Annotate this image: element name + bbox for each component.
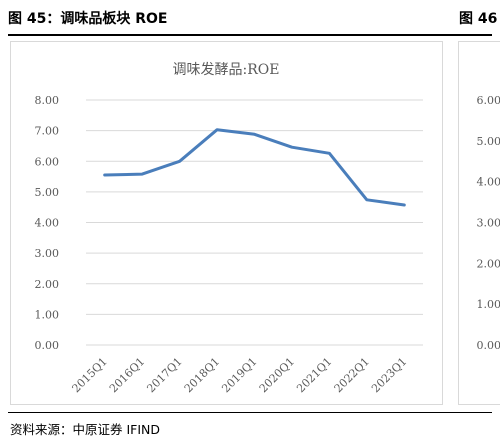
footer-rule bbox=[8, 412, 492, 413]
figure-46-title: 图 46 bbox=[459, 11, 498, 27]
roe-data-point bbox=[215, 128, 219, 131]
roe-data-point bbox=[290, 145, 294, 149]
source-note: 资料来源：中原证券 IFIND bbox=[10, 422, 161, 437]
y-tick-label: 1.00 bbox=[35, 308, 60, 321]
figure-46-chart: 0.00 1.00 2.00 3.00 4.00 5.00 6.00 bbox=[477, 94, 500, 352]
y-tick-label: 0.00 bbox=[35, 339, 60, 352]
y-tick-label: 5.00 bbox=[35, 186, 60, 199]
roe-series-line bbox=[103, 128, 406, 207]
x-tick-label: 2020Q1 bbox=[257, 355, 297, 395]
x-tick-label: 2016Q1 bbox=[107, 355, 147, 395]
y-tick-label: 2.00 bbox=[35, 278, 60, 291]
roe-chart-panel: 调味发酵品:ROE 0.00 1.00 2.00 3.00 4.00 5.00 6.00 7.0… bbox=[10, 41, 443, 405]
y-tick-label: 0.00 bbox=[477, 339, 500, 352]
x-tick-label: 2018Q1 bbox=[182, 355, 222, 395]
x-tick-label: 2019Q1 bbox=[219, 355, 259, 395]
y-tick-label: 3.00 bbox=[477, 217, 500, 230]
roe-data-point bbox=[103, 173, 106, 177]
y-tick-label: 2.00 bbox=[477, 257, 500, 270]
figure-46-chart-panel: 0.00 1.00 2.00 3.00 4.00 5.00 6.00 bbox=[458, 41, 500, 405]
y-tick-label: 4.00 bbox=[35, 217, 60, 230]
x-tick-label: 2017Q1 bbox=[144, 355, 184, 395]
x-tick-label: 2022Q1 bbox=[332, 355, 372, 395]
y-tick-label: 8.00 bbox=[35, 94, 60, 107]
roe-line-chart: 调味发酵品:ROE 0.00 1.00 2.00 3.00 4.00 5.00 6.00 7.0… bbox=[35, 62, 423, 395]
x-tick-label: 2015Q1 bbox=[70, 355, 110, 395]
y-tick-label: 4.00 bbox=[477, 176, 500, 189]
roe-data-point bbox=[253, 133, 256, 136]
y-tick-label: 6.00 bbox=[35, 155, 60, 168]
y-tick-label: 6.00 bbox=[477, 94, 500, 107]
x-tick-label: 2021Q1 bbox=[294, 355, 334, 395]
y-tick-label: 1.00 bbox=[477, 298, 500, 311]
roe-data-point bbox=[403, 203, 406, 207]
y-tick-label: 3.00 bbox=[35, 247, 60, 260]
roe-data-point bbox=[328, 152, 331, 155]
roe-data-point bbox=[140, 172, 144, 176]
header-rule bbox=[8, 34, 492, 36]
x-tick-label: 2023Q1 bbox=[369, 355, 409, 395]
roe-data-point bbox=[178, 160, 181, 163]
figure-45-title: 图 45：调味品板块 ROE bbox=[8, 11, 168, 27]
chart-title: 调味发酵品:ROE bbox=[173, 62, 280, 78]
y-tick-label: 7.00 bbox=[35, 125, 60, 138]
y-tick-label: 5.00 bbox=[477, 135, 500, 148]
roe-data-point bbox=[365, 198, 369, 202]
